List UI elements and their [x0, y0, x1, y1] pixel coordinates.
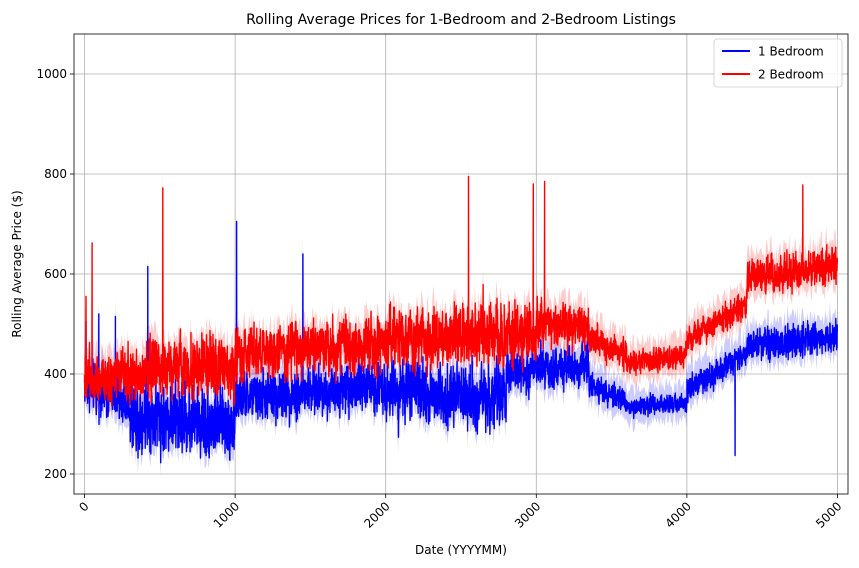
y-tick-label: 200: [44, 467, 67, 481]
y-axis-label: Rolling Average Price ($): [10, 190, 24, 337]
series-line-1-bedroom: [83, 220, 838, 464]
y-tick-label: 600: [44, 267, 67, 281]
y-tick-label: 1000: [36, 67, 67, 81]
legend: 1 Bedroom 2 Bedroom: [713, 38, 843, 88]
axes-frame: [73, 33, 849, 495]
series-line-2-bedroom: [83, 175, 838, 407]
x-axis-label: Date (YYYYMM): [415, 543, 507, 557]
chart-title: Rolling Average Prices for 1-Bedroom and…: [246, 12, 676, 28]
y-tick-label: 800: [44, 167, 67, 181]
legend-label-1-bedroom: 1 Bedroom: [758, 45, 824, 59]
series-lines: [83, 175, 838, 464]
y-tick-label: 400: [44, 367, 67, 381]
legend-label-2-bedroom: 2 Bedroom: [758, 68, 824, 82]
